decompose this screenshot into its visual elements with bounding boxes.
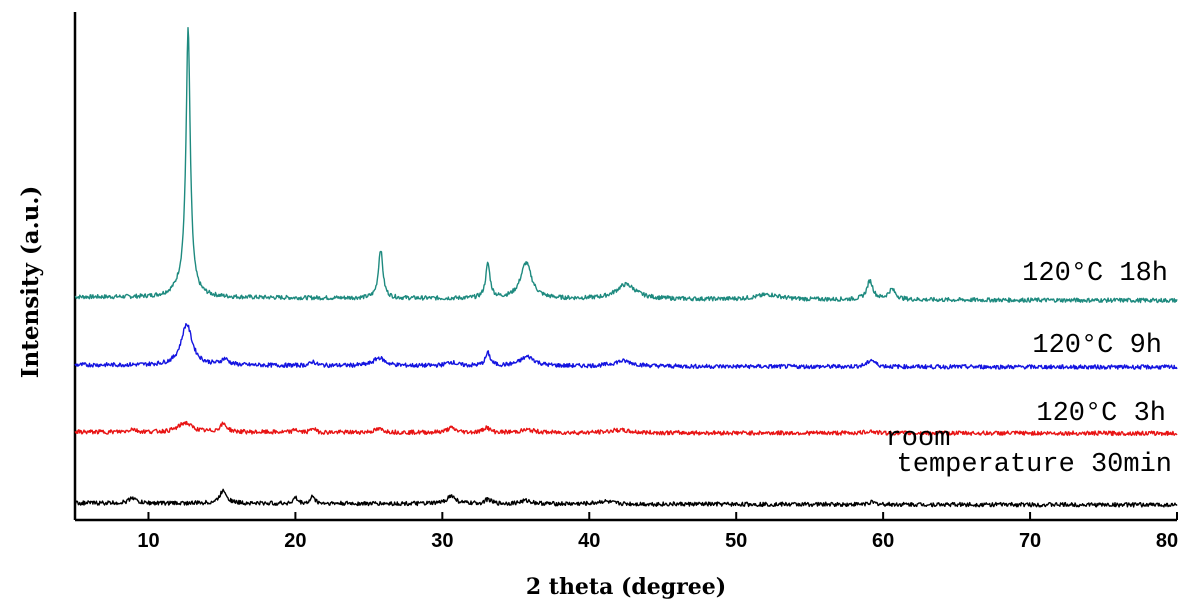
x-tick-label: 80 xyxy=(1156,530,1178,552)
series-label-1: 120°C 18h xyxy=(1022,259,1168,289)
series-line-4 xyxy=(74,488,1178,508)
y-axis-title: Intensity (a.u.) xyxy=(17,186,44,379)
x-tick-label: 70 xyxy=(1019,530,1041,552)
series-label-4: temperature 30min xyxy=(897,450,1172,480)
x-tick-label: 50 xyxy=(725,530,747,552)
x-tick-label: 40 xyxy=(578,530,600,552)
x-tick-label: 20 xyxy=(284,530,306,552)
series-label-4: room xyxy=(886,424,951,454)
x-axis-title: 2 theta (degree) xyxy=(526,574,726,600)
series-label-3: 120°C 3h xyxy=(1036,399,1166,429)
x-tick-label: 30 xyxy=(431,530,453,552)
series-line-3 xyxy=(74,420,1178,437)
series-labels: 120°C 18h 120°C 9h 120°C 3h roomtemperature… xyxy=(886,259,1172,480)
x-ticks: 10 20 30 40 50 60 70 80 xyxy=(137,512,1178,552)
series-curves xyxy=(74,27,1178,508)
series-line-1 xyxy=(74,27,1178,304)
x-tick-label: 60 xyxy=(872,530,894,552)
plot-frame xyxy=(73,12,1177,522)
series-line-2 xyxy=(74,323,1178,370)
series-label-2: 120°C 9h xyxy=(1032,331,1162,361)
x-tick-label: 10 xyxy=(137,530,159,552)
